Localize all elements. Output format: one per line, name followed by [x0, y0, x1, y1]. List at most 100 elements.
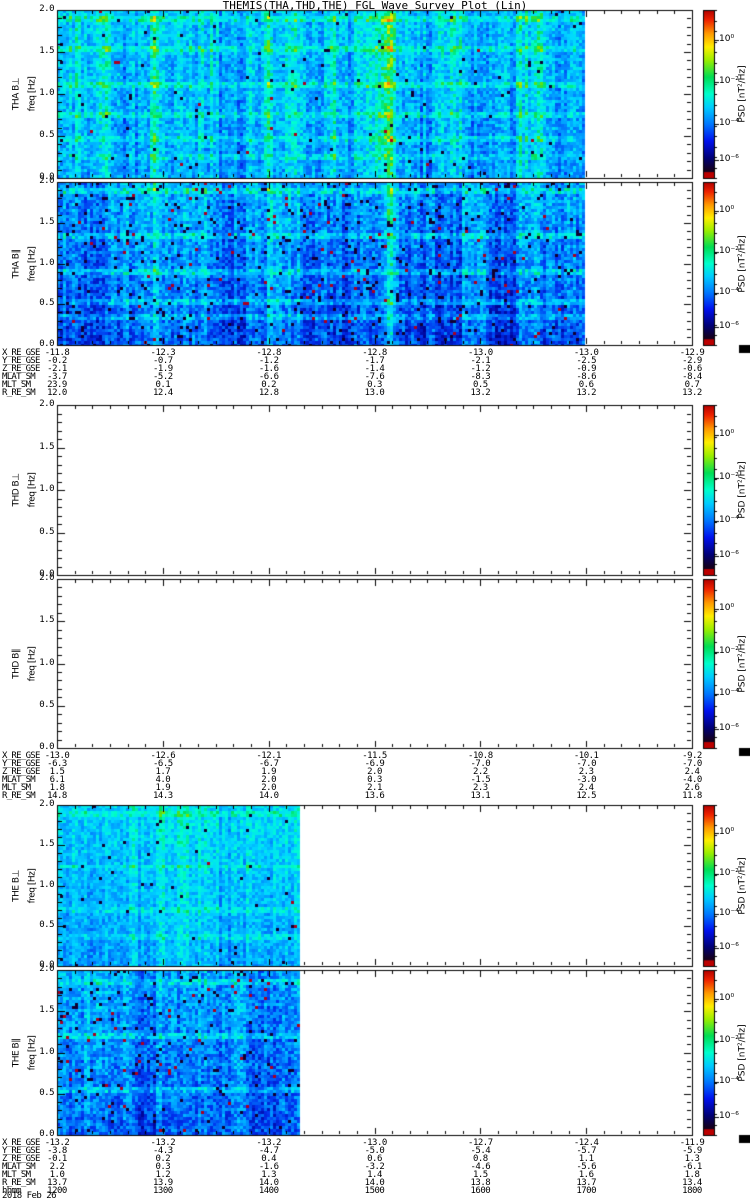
ephemeris-value: -7.0 [682, 759, 702, 769]
ephemeris-value: -3.8 [47, 1146, 67, 1156]
ephemeris-value: 1500 [364, 1186, 385, 1196]
ephemeris-value: -0.2 [47, 356, 67, 366]
ephemeris-row-label: MLT_SM [2, 380, 31, 390]
ephemeris-value: 1800 [682, 1186, 702, 1196]
ephemeris-value: 0.4 [261, 1154, 277, 1164]
ephemeris-value: -7.6 [364, 372, 385, 382]
ytick-label: 0.0 [39, 742, 54, 752]
colorbar-tick-label: 10⁻⁴ [719, 514, 739, 525]
ephemeris-value: 14.0 [258, 1178, 279, 1188]
ephemeris-value: 13.7 [576, 1178, 596, 1188]
ephemeris-value: -11.5 [362, 751, 387, 761]
ephemeris-value: -9.2 [682, 751, 702, 761]
freq-axis-label: freq [Hz] [27, 1035, 38, 1070]
ytick-label: 1.0 [39, 1046, 54, 1057]
colorbar-title: PSD [nT²/Hz] [737, 461, 748, 519]
ephemeris-value: 12.4 [152, 388, 173, 398]
colorbar-tick-label: 10⁰ [719, 33, 735, 44]
colorbar-title: PSD [nT²/Hz] [737, 1023, 748, 1082]
colorbar-tick-label: 10⁰ [719, 428, 735, 439]
ytick-label: 0.0 [39, 339, 54, 349]
ephemeris-value: 2.4 [684, 767, 700, 777]
ephemeris-value: -1.5 [470, 775, 491, 785]
ephemeris-row-label: MLAT_SM [2, 1162, 36, 1172]
ephemeris-value: 2.0 [261, 783, 277, 793]
ytick-label: 0.0 [39, 172, 54, 182]
ephemeris-value: 1.3 [261, 1170, 277, 1180]
ephemeris-value: 14.8 [47, 791, 67, 801]
ephemeris-value: 23.9 [47, 380, 67, 390]
ephemeris-value: -5.2 [152, 372, 173, 382]
ephemeris-value: -5.9 [682, 1146, 702, 1156]
ephemeris-value: 12.0 [47, 388, 67, 398]
ephemeris-value: -8.3 [470, 372, 491, 382]
ephemeris-value: -0.6 [682, 364, 702, 374]
ephemeris-value: 1700 [576, 1186, 596, 1196]
colorbar-tick-label: 10⁻⁴ [719, 118, 739, 129]
ytick-label: 2.0 [39, 4, 54, 14]
ephemeris-value: 1.9 [261, 767, 277, 777]
ephemeris-value: -1.9 [152, 364, 173, 374]
ephemeris-value: 1.2 [155, 1170, 171, 1180]
ephemeris-row-label: X_RE_GSE [2, 348, 40, 358]
ephemeris-value: -5.0 [364, 1146, 385, 1156]
ephemeris-value: -8.4 [682, 372, 702, 382]
ephemeris-value: -4.7 [258, 1146, 279, 1156]
ephemeris-value: 11.8 [682, 791, 702, 801]
ytick-label: 0.5 [39, 699, 54, 710]
ephemeris-value: 13.7 [47, 1178, 67, 1188]
ephemeris-value: 14.0 [364, 1178, 385, 1188]
ephemeris-value: 1.7 [155, 767, 171, 777]
freq-axis-label: freq [Hz] [27, 472, 38, 508]
ephemeris-row-label: MLT_SM [2, 783, 31, 793]
colorbar-tick-label: 10⁻⁶ [719, 723, 739, 734]
ephemeris-value: 1200 [47, 1186, 67, 1196]
ytick-label: 0.5 [39, 130, 54, 140]
ephemeris-value: 1.9 [155, 783, 171, 793]
ephemeris-value: 0.3 [367, 775, 382, 785]
colorbar-tick-label: 10⁻⁴ [719, 286, 739, 297]
ephemeris-value: -13.2 [150, 1138, 176, 1148]
panel-ylabel: THA B∥ [11, 249, 22, 278]
ephemeris-value: -13.0 [362, 1138, 387, 1148]
panel-ylabel: THA B⊥ [11, 77, 22, 111]
ephemeris-row-label: MLAT_SM [2, 372, 36, 382]
colorbar-title: PSD [nT²/Hz] [737, 634, 748, 693]
ephemeris-row-label: X_RE_GSE [2, 751, 40, 761]
ephemeris-value: 0.3 [155, 1162, 171, 1172]
ephemeris-value: 1.8 [684, 1170, 700, 1180]
colorbar-tick-label: 10⁰ [719, 993, 735, 1004]
colorbar-tick-label: 10⁻² [719, 246, 739, 257]
ephemeris-row-label: MLAT_SM [2, 775, 36, 785]
ephemeris-value: 0.1 [155, 380, 171, 390]
freq-axis-label: freq [Hz] [27, 76, 38, 112]
ephemeris-value: -13.0 [44, 751, 70, 761]
ephemeris-value: -3.7 [47, 372, 67, 382]
ephemeris-value: 13.1 [470, 791, 491, 801]
ephemeris-value: 13.2 [470, 388, 491, 398]
ephemeris-value: 1.5 [472, 1170, 488, 1180]
ephemeris-row-label: MLT_SM [2, 1170, 31, 1180]
colorbar-tick-label: 10⁻² [719, 472, 739, 483]
ephemeris-row-label: Y_RE_GSE [2, 759, 40, 769]
ephemeris-value: 6.1 [49, 775, 65, 785]
ytick-label: 1.5 [39, 615, 54, 626]
ephemeris-value: -1.7 [364, 356, 385, 366]
ephemeris-value: -6.7 [258, 759, 279, 769]
colorbar-tick-label: 10⁻² [719, 1034, 739, 1045]
ephemeris-value: 0.8 [472, 1154, 488, 1164]
ephemeris-row-label: Z_RE_GSE [2, 767, 40, 777]
ephemeris-value: -11.8 [44, 348, 70, 358]
date-label: 2018 Feb 26 [2, 1191, 57, 1200]
ephemeris-value: -2.9 [682, 356, 702, 366]
ephemeris-value: -1.2 [258, 356, 279, 366]
ephemeris-value: 13.2 [682, 388, 702, 398]
ephemeris-value: 1.0 [49, 1170, 65, 1180]
ephemeris-value: 2.2 [49, 1162, 65, 1172]
ephemeris-row-label: R_RE_SM [2, 388, 36, 398]
ephemeris-value: 0.6 [367, 1154, 382, 1164]
ytick-label: 1.5 [39, 46, 54, 56]
ephemeris-value: 2.3 [578, 767, 594, 777]
colorbar-tick-label: 10⁻⁶ [719, 321, 739, 332]
